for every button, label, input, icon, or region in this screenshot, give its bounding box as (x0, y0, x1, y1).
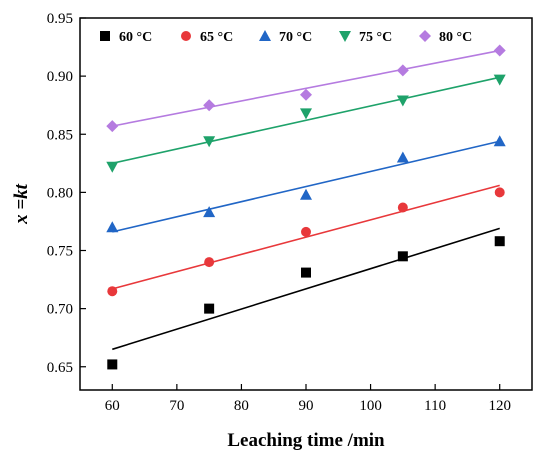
data-point (203, 136, 216, 148)
y-tick-label: 0.70 (47, 302, 73, 318)
x-tick-label: 70 (169, 398, 184, 414)
legend: 60 °C 65 °C 70 °C 75 °C 80 °C (100, 30, 472, 45)
data-point (396, 151, 409, 163)
fit-line (112, 49, 500, 127)
fit-line (112, 227, 500, 351)
y-tick-label: 0.95 (47, 11, 73, 27)
axis-ticks: 60 70 80 90 100 110 120 0.65 0.70 0.75 0.80 0.85 0.9… (47, 11, 511, 414)
y-tick-label: 0.80 (47, 185, 73, 201)
data-point (300, 88, 312, 101)
data-point (397, 251, 408, 262)
fit-line (112, 140, 500, 233)
data-point (203, 99, 216, 112)
plot-frame (79, 17, 533, 391)
data-point (493, 135, 506, 147)
x-tick-label: 100 (359, 398, 382, 414)
data-point (204, 303, 215, 314)
data-point (396, 64, 409, 77)
data-point (107, 286, 118, 297)
y-tick-label: 0.90 (47, 69, 73, 85)
fit-lines (112, 49, 500, 351)
data-point (106, 221, 119, 233)
data-point (397, 202, 408, 213)
x-axis-title: Leaching time /min (227, 430, 385, 451)
data-point (106, 161, 119, 173)
data-point (300, 108, 312, 120)
y-axis-title: x =kt (11, 183, 32, 225)
data-point (204, 257, 215, 268)
legend-label: 70 °C (279, 30, 312, 45)
y-tick-label: 0.75 (47, 244, 73, 260)
data-point (493, 74, 506, 86)
legend-label: 75 °C (359, 30, 392, 45)
data-point (396, 95, 409, 107)
y-tick-label: 0.65 (47, 360, 73, 376)
data-point (301, 226, 311, 237)
data-point (494, 187, 505, 198)
legend-label: 65 °C (200, 30, 233, 45)
data-point (301, 267, 311, 278)
x-tick-label: 110 (424, 398, 446, 414)
data-point (203, 206, 216, 218)
x-tick-label: 120 (488, 398, 511, 414)
x-tick-label: 80 (234, 398, 249, 414)
data-points (106, 44, 506, 370)
legend-marker (259, 30, 271, 41)
legend-marker (100, 31, 110, 41)
data-point (300, 188, 312, 200)
legend-marker (339, 31, 351, 42)
legend-marker (181, 31, 191, 41)
data-point (493, 44, 506, 57)
data-point (106, 120, 119, 133)
legend-marker (419, 30, 431, 42)
data-point (107, 359, 118, 370)
x-tick-label: 90 (299, 398, 314, 414)
data-point (494, 236, 505, 247)
y-tick-label: 0.85 (47, 127, 73, 143)
fit-line (112, 184, 500, 290)
fit-line (112, 76, 500, 165)
legend-label: 60 °C (119, 30, 152, 45)
x-tick-label: 60 (105, 398, 120, 414)
legend-label: 80 °C (439, 30, 472, 45)
